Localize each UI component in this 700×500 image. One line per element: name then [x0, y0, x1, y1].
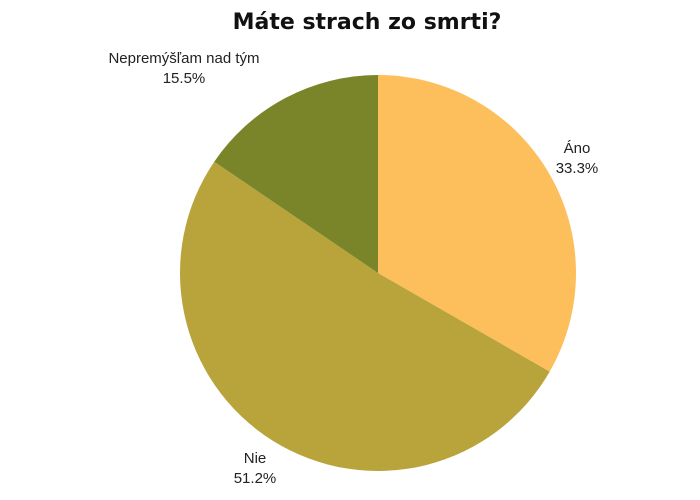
- slice-value-label-2: 51.2%: [234, 470, 277, 487]
- pie-slice-3: [214, 75, 378, 273]
- pie-slice-2: [180, 161, 550, 471]
- slice-label-3: Nepremýšľam nad tým: [108, 50, 259, 67]
- slice-value-label-3: 15.5%: [163, 70, 206, 87]
- slice-label-2: Nie: [244, 450, 267, 467]
- chart-title: Máte strach zo smrti?: [232, 10, 502, 35]
- slice-value-label-1: 33.3%: [556, 160, 599, 177]
- pie-slice-1: [378, 75, 576, 372]
- slice-label-1: Áno: [564, 140, 591, 157]
